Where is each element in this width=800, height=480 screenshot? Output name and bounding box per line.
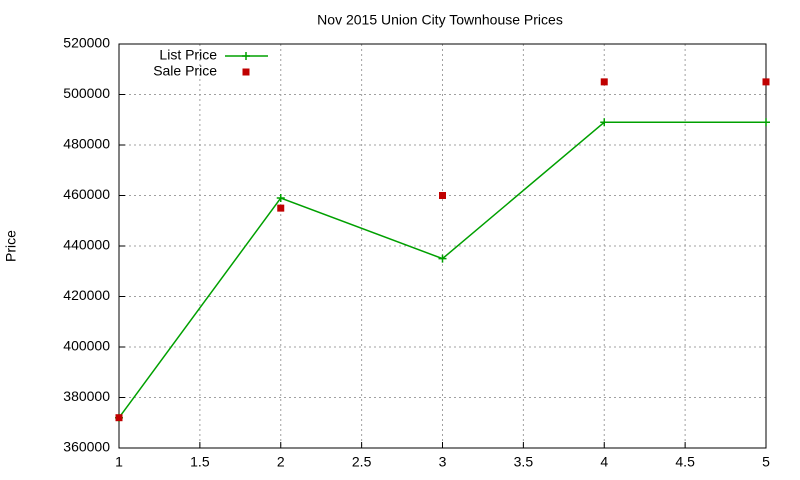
y-tick-label: 460000 [63,186,110,202]
x-tick-label: 1.5 [190,454,210,470]
legend-marker [242,68,250,76]
point [600,118,609,127]
point [762,118,770,127]
x-tick-label: 3 [439,454,447,470]
legend-marker [242,52,250,60]
point [115,414,123,422]
chart-title: Nov 2015 Union City Townhouse Prices [317,12,563,28]
x-tick-label: 2.5 [352,454,372,470]
x-tick-label: 4.5 [675,454,695,470]
point [600,78,608,86]
y-tick-label: 400000 [63,338,110,354]
x-tick-label: 2 [277,454,285,470]
y-tick-label: 380000 [63,388,110,404]
y-tick-label: 440000 [63,237,110,253]
y-tick-label: 360000 [63,439,110,455]
x-tick-label: 5 [762,454,770,470]
y-tick-label: 480000 [63,136,110,152]
y-tick-label: 520000 [63,35,110,51]
y-tick-label: 420000 [63,287,110,303]
point [277,204,285,212]
plot-border [118,43,767,449]
point [762,78,770,86]
legend-label: List Price [159,47,217,63]
x-tick-label: 1 [115,454,123,470]
x-tick-label: 4 [600,454,608,470]
x-tick-label: 3.5 [514,454,534,470]
y-axis-label: Price [3,230,19,262]
point [438,254,447,263]
legend-label: Sale Price [153,63,217,79]
point [276,194,285,203]
point [439,192,446,199]
y-tick-label: 500000 [63,85,110,101]
